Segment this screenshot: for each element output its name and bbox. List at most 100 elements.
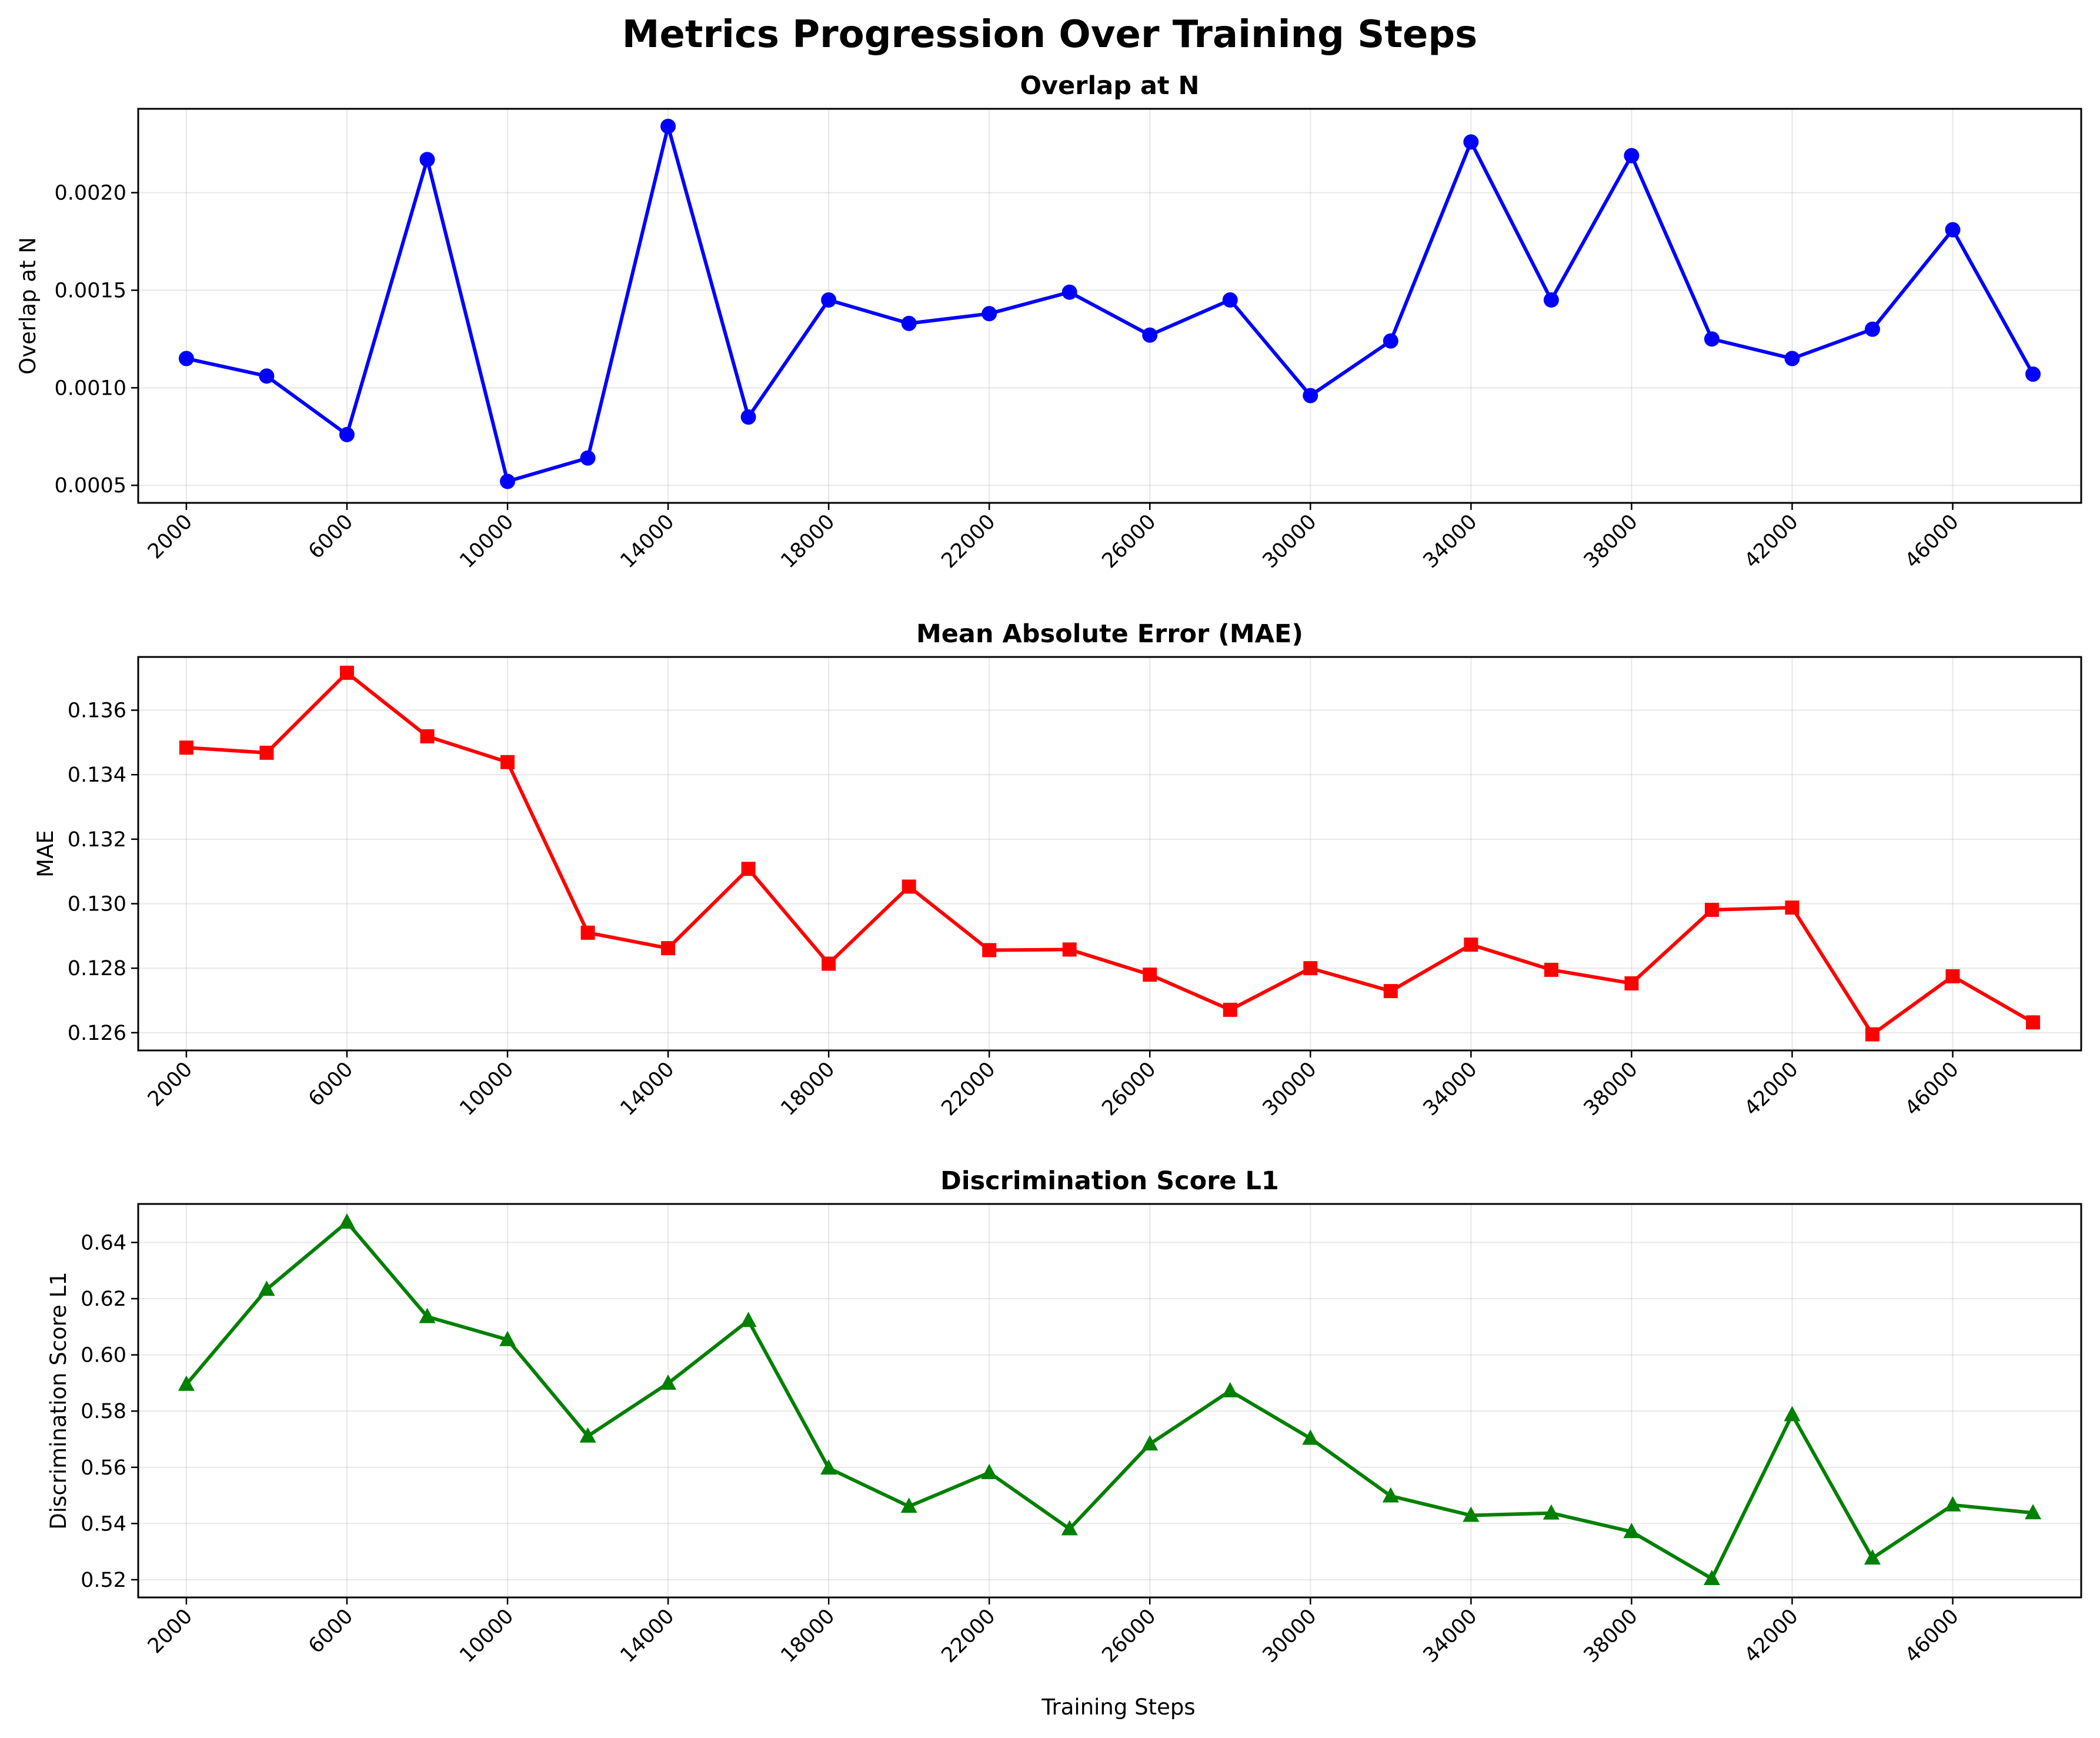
- data-point: [1142, 327, 1158, 343]
- y-tick-label: 0.130: [68, 892, 126, 916]
- y-tick-label: 0.132: [68, 828, 126, 852]
- panel-title: Discrimination Score L1: [940, 1166, 1279, 1196]
- data-point: [1944, 1496, 1961, 1512]
- x-tick-label: 14000: [616, 1058, 679, 1120]
- plot-frame: [137, 108, 2082, 504]
- data-point: [1945, 222, 1961, 238]
- x-tick-label: 42000: [1740, 1604, 1803, 1667]
- data-point: [981, 306, 997, 322]
- y-tick-label: 0.0020: [55, 182, 126, 205]
- data-point: [258, 1280, 275, 1296]
- data-point: [1463, 134, 1479, 150]
- x-tick-label: 46000: [1901, 510, 1964, 573]
- figure-title: Metrics Progression Over Training Steps: [622, 13, 1478, 56]
- data-point: [579, 1427, 596, 1443]
- data-point: [178, 351, 194, 366]
- x-tick-label: 22000: [937, 1604, 1000, 1667]
- data-point: [1061, 1520, 1078, 1536]
- data-point: [259, 745, 274, 760]
- x-tick-label: 38000: [1580, 1604, 1642, 1667]
- data-point: [1382, 1487, 1399, 1503]
- series-line: [185, 1220, 2034, 1580]
- data-point: [1463, 1506, 1480, 1522]
- y-tick-label: 0.128: [68, 957, 126, 980]
- x-tick-label: 38000: [1580, 1058, 1642, 1120]
- data-point: [338, 1213, 355, 1229]
- data-point: [1221, 1382, 1238, 1397]
- data-point: [2025, 366, 2041, 382]
- mae-panel: 2000 6000 10000 14000 18000 22000 26000 30000 34…: [33, 619, 2082, 1120]
- data-point: [1784, 1406, 1801, 1422]
- x-tick-label: 30000: [1258, 1604, 1321, 1667]
- x-tick-label: 6000: [304, 1604, 358, 1658]
- data-point: [900, 1497, 917, 1513]
- data-point: [580, 925, 595, 940]
- y-tick-label: 0.0005: [55, 474, 126, 498]
- series-line: [186, 124, 2035, 483]
- data-point: [419, 152, 435, 168]
- data-point: [1785, 900, 1799, 915]
- x-tick-label: 42000: [1740, 510, 1803, 573]
- x-tick-label: 46000: [1901, 1604, 1964, 1667]
- data-point: [500, 755, 515, 769]
- data-point: [661, 941, 676, 956]
- x-tick-label: 38000: [1580, 510, 1642, 573]
- data-point: [1302, 1429, 1319, 1445]
- x-tick-label: 18000: [776, 510, 839, 573]
- x-tick-label: 18000: [776, 1604, 839, 1667]
- y-tick-label: 0.62: [81, 1287, 126, 1311]
- x-tick-label: 2000: [143, 1058, 197, 1111]
- x-tick-label: 26000: [1098, 1058, 1161, 1120]
- data-point: [901, 315, 917, 331]
- x-tick-label: 34000: [1419, 1604, 1482, 1667]
- y-tick-label: 0.58: [81, 1400, 126, 1423]
- y-tick-label: 0.134: [68, 763, 126, 787]
- y-tick-label: 0.0010: [55, 376, 126, 400]
- x-tick-label: 18000: [776, 1058, 839, 1120]
- data-point: [820, 1459, 837, 1475]
- series-line: [186, 670, 2034, 1036]
- y-tick-label: 0.60: [81, 1344, 126, 1367]
- data-point: [1784, 351, 1800, 366]
- x-tick-label: 22000: [937, 1058, 1000, 1120]
- data-point: [1704, 331, 1720, 347]
- data-point: [1865, 1027, 1880, 1042]
- x-tick-label: 14000: [616, 1604, 679, 1667]
- data-point: [499, 1330, 516, 1346]
- data-point: [1623, 1523, 1640, 1539]
- y-tick-label: 0.136: [68, 699, 126, 722]
- x-tick-label: 2000: [143, 1604, 197, 1658]
- x-tick-label: 14000: [616, 510, 679, 573]
- x-tick-label: 10000: [455, 510, 518, 573]
- discrimination-panel: 2000 6000 10000 14000 18000 22000 26000 30000 34…: [46, 1166, 2082, 1667]
- x-tick-label: 30000: [1258, 510, 1321, 573]
- y-axis-label: Overlap at N: [15, 237, 41, 375]
- data-point: [1303, 961, 1318, 976]
- data-point: [259, 368, 275, 384]
- data-point: [1383, 984, 1398, 999]
- x-tick-label: 6000: [304, 510, 358, 563]
- data-point: [1222, 292, 1238, 308]
- x-tick-label: 34000: [1419, 510, 1482, 573]
- y-tick-label: 0.0015: [55, 279, 126, 302]
- data-point: [1945, 969, 1960, 983]
- data-point: [339, 665, 354, 680]
- y-tick-label: 0.56: [81, 1456, 126, 1480]
- figure-xlabel: Training Steps: [1041, 1694, 1195, 1720]
- x-tick-label: 22000: [937, 510, 1000, 573]
- data-point: [419, 1307, 436, 1323]
- y-tick-label: 0.126: [68, 1022, 126, 1045]
- x-tick-label: 26000: [1098, 510, 1161, 573]
- data-point: [982, 943, 997, 958]
- data-point: [822, 956, 836, 971]
- data-point: [821, 292, 837, 308]
- data-point: [179, 740, 193, 755]
- data-point: [741, 862, 756, 876]
- x-tick-label: 10000: [455, 1058, 518, 1120]
- data-point: [580, 450, 596, 466]
- x-tick-label: 26000: [1098, 1604, 1161, 1667]
- y-tick-label: 0.64: [81, 1231, 126, 1255]
- y-axis-label: Discrimination Score L1: [46, 1272, 71, 1530]
- data-point: [1864, 1549, 1881, 1565]
- data-point: [1704, 902, 1719, 917]
